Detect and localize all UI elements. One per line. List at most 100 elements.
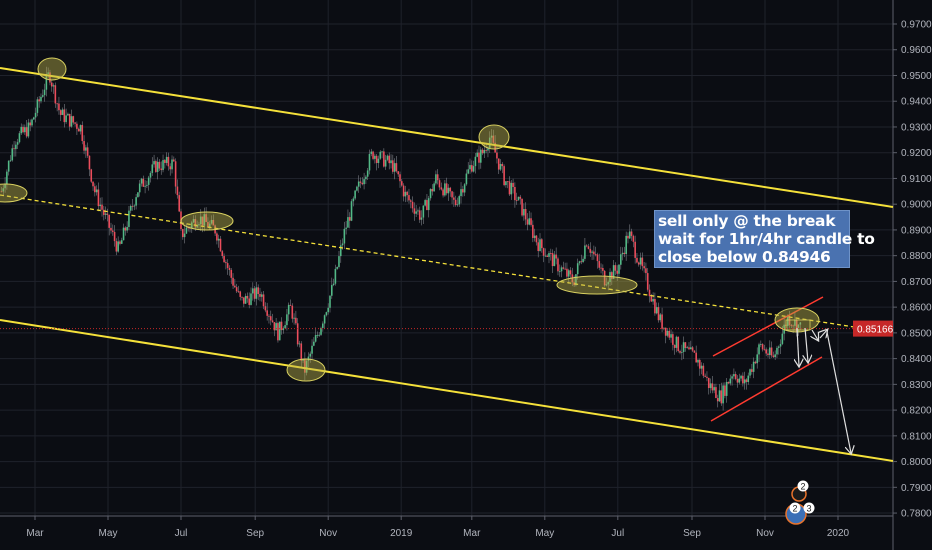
candle [499, 163, 502, 170]
candle [537, 242, 540, 252]
candle [422, 205, 425, 218]
candle [354, 190, 356, 199]
candle [492, 135, 495, 143]
candle [165, 156, 168, 163]
candle [690, 347, 692, 350]
candle [289, 304, 292, 306]
candle [603, 270, 606, 286]
candle [767, 353, 769, 356]
candle [494, 142, 496, 153]
candle [0, 191, 3, 193]
candle [198, 224, 200, 226]
candle [357, 181, 360, 187]
time-tick-label: Jul [175, 528, 188, 539]
candle [94, 186, 96, 193]
candle [449, 187, 452, 192]
candle [637, 262, 640, 265]
time-tick-label: Sep [683, 528, 701, 539]
candle [645, 268, 647, 274]
candle [657, 307, 660, 321]
candle [68, 113, 71, 127]
trade-note-callout[interactable]: sell only @ the break wait for 1hr/4hr c… [654, 210, 875, 268]
candle [697, 359, 699, 363]
candle [235, 287, 238, 292]
candle [9, 160, 12, 162]
candle [232, 277, 234, 286]
candle [13, 148, 15, 150]
candle [70, 116, 73, 127]
candle [530, 218, 532, 225]
candle [85, 147, 87, 151]
touch-point-ellipse [37, 57, 67, 81]
candle [558, 271, 561, 273]
candle [413, 208, 416, 214]
current-price-label-bg [853, 320, 893, 337]
candle [445, 183, 448, 194]
candle [250, 293, 252, 305]
candle [623, 252, 626, 254]
candle [216, 233, 218, 241]
candle [345, 227, 347, 229]
candle [338, 256, 340, 267]
candle [33, 117, 35, 120]
candle [225, 262, 227, 264]
candle [201, 216, 204, 226]
candle [621, 252, 624, 255]
candle [230, 269, 233, 278]
candle [519, 196, 522, 199]
candle [427, 198, 430, 211]
candle [548, 253, 550, 257]
candle [400, 181, 403, 186]
candle [481, 149, 484, 154]
candle [673, 344, 676, 348]
candle [350, 201, 353, 221]
candle [54, 85, 57, 104]
candle [795, 319, 798, 332]
candle [686, 347, 689, 349]
event-count: 3 [806, 504, 811, 514]
candle [173, 159, 175, 162]
candle [176, 186, 179, 196]
candle [49, 72, 51, 83]
candle [562, 267, 565, 269]
candle [650, 296, 653, 302]
channel-upper-line [712, 296, 824, 357]
candle [447, 187, 450, 194]
current-price-label: 0.85166 [857, 325, 894, 336]
candle [334, 268, 337, 284]
candle [456, 204, 459, 206]
candle [677, 336, 680, 352]
candle [598, 261, 601, 268]
candle [74, 122, 76, 124]
candle [655, 307, 658, 314]
candle [591, 251, 593, 253]
candle [600, 267, 602, 269]
candle [67, 113, 69, 116]
candle [241, 296, 243, 298]
candle [397, 171, 400, 175]
candle [724, 385, 726, 396]
candle [675, 336, 678, 348]
candle [104, 213, 107, 215]
candle [327, 307, 329, 313]
candle [363, 179, 365, 185]
candle [453, 197, 455, 200]
candle [298, 343, 301, 345]
candle [609, 272, 611, 283]
candle [415, 211, 417, 214]
candle [24, 127, 26, 133]
candle [269, 316, 272, 321]
candle [462, 189, 464, 193]
candle [59, 110, 62, 115]
candle [652, 299, 654, 302]
candle [729, 378, 732, 384]
candle [406, 191, 408, 196]
candle [11, 148, 14, 161]
candle [137, 192, 139, 198]
candle [444, 183, 446, 196]
